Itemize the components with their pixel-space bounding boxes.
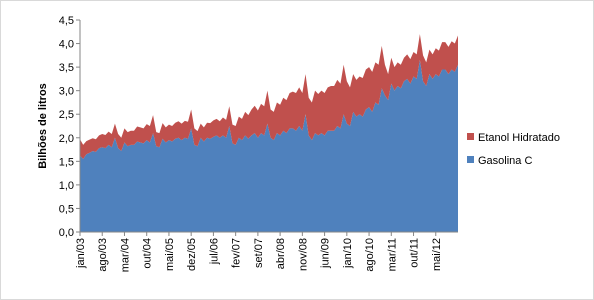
legend-label: Etanol Hidratado [478,132,560,144]
x-tick-label: ago/03 [97,238,109,272]
x-tick-label: out/04 [142,238,154,269]
x-tick-label: jan/10 [342,238,354,269]
y-tick-label: 0,0 [59,227,74,239]
x-tick-label: mai/05 [164,238,176,271]
x-tick-label: jun/09 [320,238,332,269]
x-tick-label: mar/11 [386,238,398,271]
x-tick-label: fev/07 [231,238,243,268]
y-tick-label: 3,0 [59,86,74,98]
y-tick-label: 2,5 [59,109,74,121]
area [80,34,458,159]
x-tick-label: mar/04 [119,238,131,272]
x-tick-label: ago/10 [364,238,376,272]
y-tick-label: 4,5 [59,15,74,27]
x-tick-label: dez/05 [186,238,198,271]
x-tick-label: jan/03 [75,238,87,269]
area [80,60,458,232]
y-tick-label: 0,5 [59,203,74,215]
legend-swatch [467,156,474,163]
y-tick-label: 1,5 [59,156,74,168]
x-tick-label: abr/08 [275,238,287,269]
y-axis-label: Bilhões de litros [37,83,49,169]
x-tick-label: nov/08 [297,238,309,271]
y-tick-label: 4,0 [59,39,74,51]
legend-label: Gasolina C [478,155,532,167]
y-tick-label: 3,5 [59,62,74,74]
x-tick-label: set/07 [253,238,265,268]
x-tick-label: out/11 [409,238,421,268]
x-tick-label: jul/06 [208,238,220,265]
y-tick-label: 1,0 [59,180,74,192]
x-tick-label: mai/12 [431,238,443,271]
y-tick-label: 2,0 [59,133,74,145]
legend-swatch [467,133,474,140]
